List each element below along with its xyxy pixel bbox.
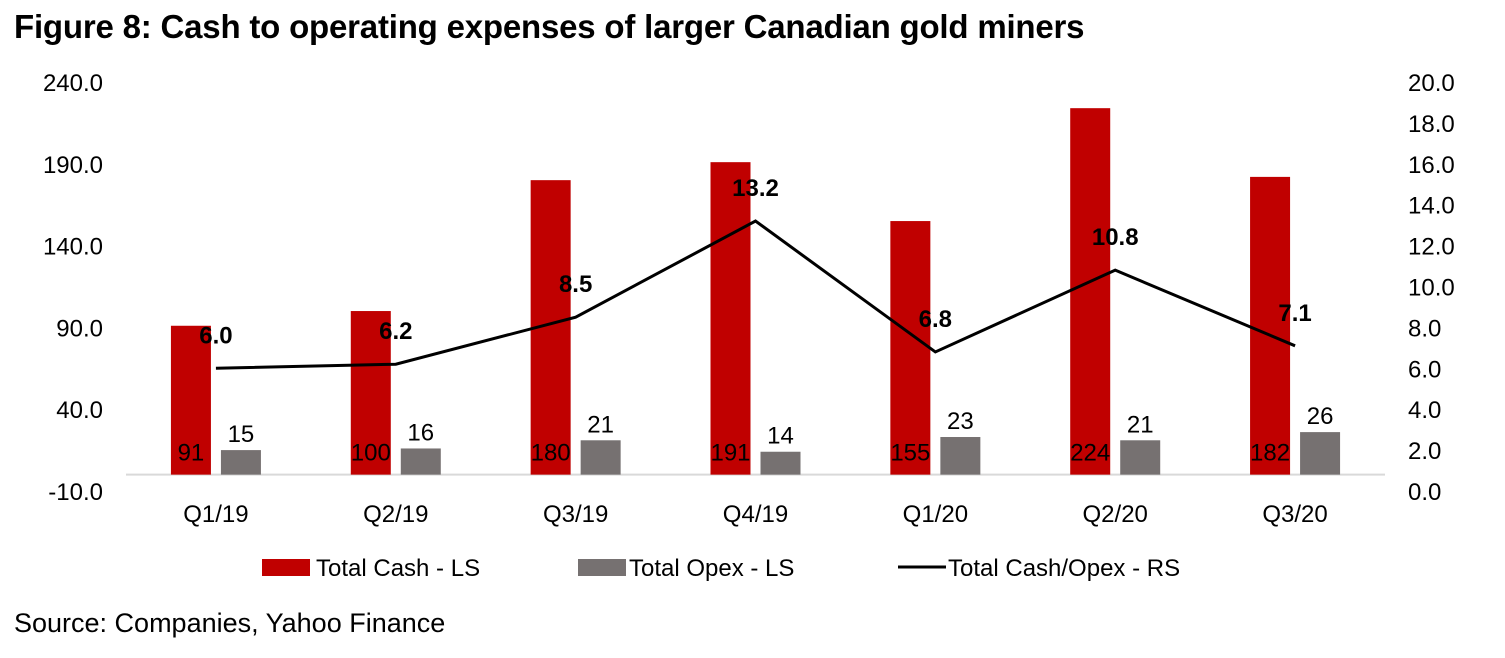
bar-total-opex: [1300, 432, 1341, 475]
bar-total-cash: [170, 325, 211, 475]
data-label-cash: 224: [1070, 440, 1110, 467]
left-tick-label: -10.0: [48, 479, 103, 506]
left-tick-label: 190.0: [43, 152, 103, 179]
left-tick-label: 240.0: [43, 70, 103, 97]
legend-swatch-cash: [262, 559, 310, 576]
data-label-cash: 182: [1250, 440, 1290, 467]
data-label-ratio: 13.2: [732, 175, 779, 202]
data-label-ratio: 10.8: [1092, 224, 1139, 251]
right-tick-label: 10.0: [1408, 275, 1455, 302]
bar-total-cash: [710, 162, 751, 475]
x-tick-label: Q3/19: [543, 501, 608, 528]
right-tick-label: 2.0: [1408, 438, 1441, 465]
bar-total-opex: [220, 450, 261, 475]
right-tick-label: 20.0: [1408, 70, 1455, 97]
x-tick-label: Q2/20: [1083, 501, 1148, 528]
right-tick-label: 12.0: [1408, 234, 1455, 261]
x-tick-label: Q2/19: [363, 501, 428, 528]
legend: Total Cash - LS Total Opex - LS Total Ca…: [262, 555, 1180, 582]
data-label-opex: 16: [407, 419, 434, 446]
ratio-line-group: [215, 219, 1296, 370]
bar-total-opex: [940, 437, 981, 475]
bar-total-cash: [350, 311, 391, 475]
data-label-cash: 191: [710, 440, 750, 467]
right-tick-label: 0.0: [1408, 479, 1441, 506]
legend-label-cash: Total Cash - LS: [316, 555, 480, 582]
data-label-opex: 26: [1307, 403, 1334, 430]
data-label-cash: 180: [531, 440, 571, 467]
source-note: Source: Companies, Yahoo Finance: [14, 608, 446, 638]
bars: [170, 108, 1341, 475]
legend-swatch-opex: [578, 559, 626, 576]
bar-total-cash: [1070, 108, 1111, 475]
bar-total-opex: [760, 451, 801, 475]
chart-svg: -10.0 40.0 90.0 140.0 190.0 240.0 0.0 2.0 4.0 6.…: [43, 70, 1455, 582]
data-label-ratio: 6.0: [199, 322, 232, 349]
data-label-ratio: 6.2: [379, 318, 412, 345]
right-tick-label: 4.0: [1408, 397, 1441, 424]
x-axis-ticks: Q1/19 Q2/19 Q3/19 Q4/19 Q1/20 Q2/20 Q3/20: [183, 501, 1328, 528]
data-label-cash: 155: [890, 440, 930, 467]
chart-title: Figure 8: Cash to operating expenses of …: [14, 8, 1085, 45]
data-label-opex: 21: [1127, 411, 1154, 438]
right-axis: 0.0 2.0 4.0 6.0 8.0 10.0 12.0 14.0 16.0 18.0 20.0: [1408, 70, 1455, 506]
bar-total-opex: [580, 440, 621, 475]
x-tick-label: Q3/20: [1262, 501, 1327, 528]
ratio-line: [215, 219, 1296, 370]
x-tick-label: Q1/20: [903, 501, 968, 528]
data-labels: 91 15 100 16 180 21 191 14 155 23 224 21 182 26 6.0 6.2…: [178, 175, 1334, 467]
data-label-ratio: 7.1: [1278, 300, 1311, 327]
data-label-ratio: 6.8: [919, 306, 952, 333]
right-tick-label: 18.0: [1408, 111, 1455, 138]
x-tick-label: Q4/19: [723, 501, 788, 528]
left-tick-label: 140.0: [43, 234, 103, 261]
data-label-opex: 21: [587, 411, 614, 438]
data-label-opex: 23: [947, 408, 974, 435]
right-tick-label: 14.0: [1408, 193, 1455, 220]
data-label-cash: 100: [351, 440, 391, 467]
left-axis: -10.0 40.0 90.0 140.0 190.0 240.0: [43, 70, 103, 506]
bar-total-cash: [890, 221, 931, 475]
legend-label-ratio: Total Cash/Opex - RS: [948, 555, 1180, 582]
bar-total-cash: [1250, 176, 1291, 475]
legend-label-opex: Total Opex - LS: [629, 555, 794, 582]
left-tick-label: 40.0: [56, 397, 103, 424]
right-tick-label: 16.0: [1408, 152, 1455, 179]
left-tick-label: 90.0: [56, 315, 103, 342]
data-label-opex: 14: [767, 423, 794, 450]
bar-total-opex: [1120, 440, 1161, 475]
x-tick-label: Q1/19: [183, 501, 248, 528]
data-label-opex: 15: [228, 421, 255, 448]
right-tick-label: 6.0: [1408, 356, 1441, 383]
data-label-cash: 91: [178, 440, 205, 467]
data-label-ratio: 8.5: [559, 271, 592, 298]
right-tick-label: 8.0: [1408, 315, 1441, 342]
bar-total-opex: [400, 448, 441, 475]
